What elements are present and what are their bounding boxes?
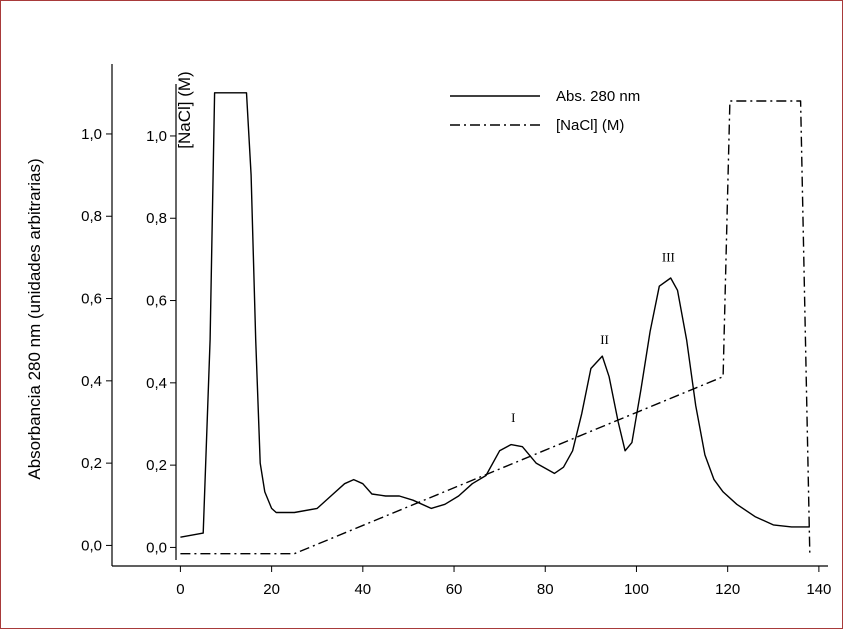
- y-left-tick-label: 0,0: [81, 537, 102, 554]
- x-tick-label: 0: [176, 581, 184, 598]
- x-tick-label: 60: [446, 581, 463, 598]
- peak-label: II: [600, 332, 609, 347]
- y-left-axis-title: Absorbancia 280 nm (unidades arbitrarias…: [25, 158, 44, 479]
- y-left-tick-label: 0,8: [81, 208, 102, 225]
- legend-label: Abs. 280 nm: [556, 88, 640, 105]
- y-right-tick-label: 0,0: [146, 539, 167, 556]
- y-left-tick-label: 0,4: [81, 373, 102, 390]
- y-right-tick-label: 0,2: [146, 457, 167, 474]
- y-right-tick-label: 1,0: [146, 128, 167, 145]
- peak-label: III: [662, 250, 675, 265]
- y-right-axis-title: [NaCl] (M): [175, 71, 194, 148]
- x-tick-label: 140: [806, 581, 831, 598]
- y-right-tick-label: 0,8: [146, 210, 167, 227]
- y-left-tick-label: 1,0: [81, 126, 102, 143]
- series-line-absorbance: [180, 92, 810, 538]
- series-line-nacl: [180, 100, 811, 555]
- y-right-tick-label: 0,6: [146, 293, 167, 310]
- y-left-tick-label: 0,2: [81, 455, 102, 472]
- legend-label: [NaCl] (M): [556, 117, 624, 134]
- x-tick-label: 20: [263, 581, 280, 598]
- x-tick-label: 120: [715, 581, 740, 598]
- x-tick-label: 100: [624, 581, 649, 598]
- y-left-tick-label: 0,6: [81, 291, 102, 308]
- x-tick-label: 80: [537, 581, 554, 598]
- x-tick-label: 40: [354, 581, 371, 598]
- peak-label: I: [511, 410, 515, 425]
- y-right-tick-label: 0,4: [146, 375, 167, 392]
